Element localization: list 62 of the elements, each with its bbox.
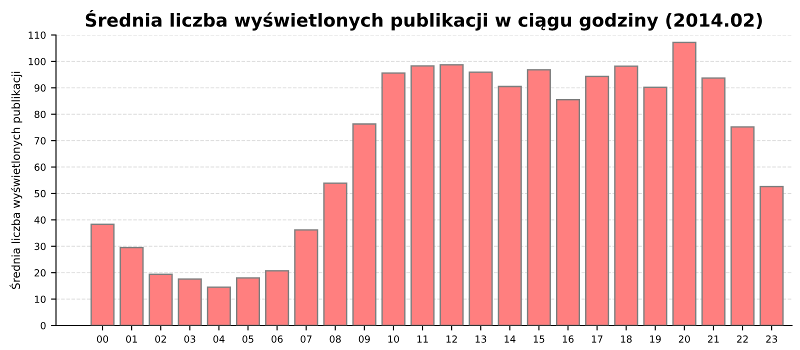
x-tick-label: 20 [678, 335, 690, 343]
x-tick-label: 02 [155, 335, 166, 343]
x-tick-label: 18 [621, 335, 632, 343]
bar [760, 186, 784, 326]
y-tick-label: 20 [34, 269, 46, 277]
y-tick-label: 80 [34, 110, 46, 118]
y-tick-label: 30 [34, 242, 46, 250]
x-tick-label: 03 [184, 335, 196, 343]
x-tick-label: 19 [650, 335, 661, 343]
bar [585, 76, 610, 326]
y-tick-label: 90 [34, 84, 46, 92]
y-axis-title: Średnia liczba wyświetlonych publikacji [10, 72, 22, 289]
x-tick-label: 22 [737, 335, 748, 343]
bar [614, 65, 638, 326]
x-tick-label: 21 [708, 335, 719, 343]
bar [323, 182, 348, 326]
bar [526, 69, 551, 326]
x-tick-label: 10 [388, 335, 399, 343]
y-tick-label: 10 [34, 296, 46, 303]
x-tick-label: 00 [97, 335, 108, 343]
x-tick-label: 23 [766, 335, 778, 343]
x-tick-label: 04 [213, 335, 225, 343]
x-tick-label: 05 [242, 335, 254, 343]
x-tick-label: 14 [504, 336, 516, 343]
x-tick-label: 08 [330, 335, 341, 343]
bar [148, 274, 173, 326]
x-tick-label: 09 [358, 335, 370, 343]
bar [294, 229, 318, 326]
bar [701, 77, 726, 326]
x-tick-label: 15 [534, 336, 544, 343]
y-tick-label: 70 [34, 137, 46, 144]
y-tick-label: 110 [28, 31, 46, 39]
bar [265, 270, 290, 326]
bar [206, 286, 231, 326]
bar [90, 224, 115, 326]
x-tick-label: 13 [476, 335, 486, 343]
bar [468, 72, 493, 326]
bar [178, 278, 202, 326]
bar [440, 64, 464, 326]
bar [672, 42, 696, 326]
y-tick-label: 50 [34, 190, 46, 198]
bar [410, 65, 435, 326]
x-tick-label: 17 [592, 336, 602, 343]
x-tick-label: 01 [126, 335, 137, 343]
bar [120, 246, 144, 326]
x-tick-label: 06 [272, 335, 283, 343]
x-tick-label: 12 [446, 335, 457, 343]
x-tick-label: 16 [562, 335, 574, 343]
y-tick-label: 40 [34, 216, 46, 224]
chart-title: Średnia liczba wyświetlonych publikacji w ciągu godziny (2014.02) [86, 10, 762, 31]
bar [643, 86, 668, 326]
x-tick-label: 07 [300, 335, 312, 343]
y-tick-label: 0 [40, 322, 46, 330]
y-tick-label: 100 [28, 58, 46, 66]
bar [352, 123, 376, 326]
bar [236, 277, 260, 326]
bar [730, 126, 755, 326]
y-tick-label: 60 [34, 164, 46, 171]
bar [498, 86, 522, 326]
bar [381, 72, 406, 326]
x-tick-label: 11 [417, 336, 428, 343]
bar [556, 99, 580, 326]
